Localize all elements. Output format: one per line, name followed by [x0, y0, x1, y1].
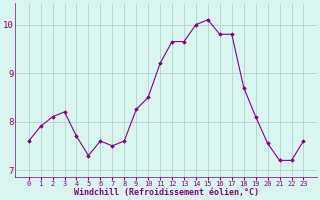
X-axis label: Windchill (Refroidissement éolien,°C): Windchill (Refroidissement éolien,°C)	[74, 188, 259, 197]
